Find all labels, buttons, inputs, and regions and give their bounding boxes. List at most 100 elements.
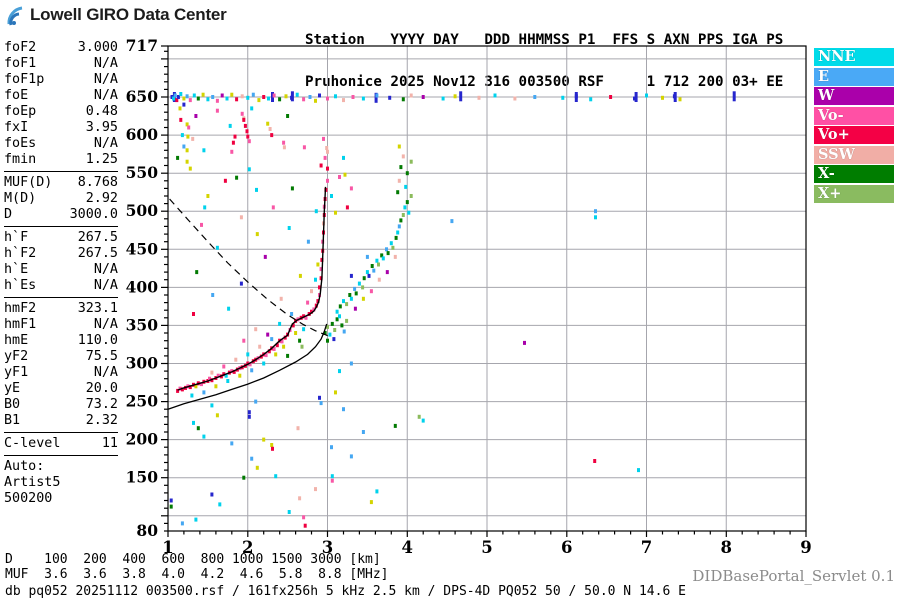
- param-label: h`Es: [4, 278, 37, 293]
- param-label: h`F2: [4, 246, 37, 261]
- svg-text:150: 150: [126, 468, 159, 487]
- param-label: hmE: [4, 333, 29, 348]
- param-value: 3000.0: [69, 207, 118, 222]
- param-value: N/A: [93, 88, 118, 103]
- svg-text:250: 250: [126, 392, 159, 411]
- param-row-fof2: foF2 3.000: [4, 40, 118, 56]
- param-value: N/A: [93, 317, 118, 332]
- parameter-panel: foF2 3.000 foF1 N/A foF1p N/A foE N/A foEp 0.48 fx…: [4, 40, 118, 507]
- param-label: hmF1: [4, 317, 37, 332]
- param-value: 11: [101, 436, 118, 451]
- param-row-b1: B1 2.32: [4, 413, 118, 429]
- echo-direction-legend: NNE E W Vo- Vo+ SSW X- X+: [814, 48, 894, 204]
- param-row-hmf2: hmF2 323.1: [4, 301, 118, 317]
- giro-wave-icon: [6, 4, 28, 26]
- legend-item-nne: NNE: [814, 48, 894, 66]
- svg-text:550: 550: [126, 163, 159, 182]
- param-value: N/A: [93, 278, 118, 293]
- param-label: MUF(D): [4, 175, 53, 190]
- param-row-hf2: h`F2 267.5: [4, 246, 118, 262]
- legend-item-ssw: SSW: [814, 145, 894, 164]
- svg-text:80: 80: [136, 521, 158, 540]
- svg-text:6: 6: [561, 538, 572, 557]
- param-row-fxi: fxI 3.95: [4, 120, 118, 136]
- autoscaler-info: Auto:: [4, 459, 45, 474]
- svg-text:5: 5: [481, 538, 492, 557]
- panel-divider: [4, 171, 118, 172]
- param-row-d: D 3000.0: [4, 207, 118, 223]
- param-value: N/A: [93, 136, 118, 151]
- param-row-fof1: foF1 N/A: [4, 56, 118, 72]
- svg-text:4: 4: [402, 538, 413, 557]
- param-value: N/A: [93, 56, 118, 71]
- station-header-line1: Station YYYY DAY DDD HHMMSS P1 FFS S AXN…: [305, 32, 784, 48]
- param-value: 2.92: [85, 191, 118, 206]
- param-row-foe: foE N/A: [4, 88, 118, 104]
- servlet-version-label: DIDBasePortal_Servlet 0.1: [692, 567, 895, 585]
- param-label: h`E: [4, 262, 29, 277]
- svg-text:9: 9: [800, 538, 811, 557]
- param-label: h`F: [4, 230, 29, 245]
- param-value: 20.0: [85, 381, 118, 396]
- svg-text:2: 2: [242, 538, 253, 557]
- param-row-mufd: MUF(D) 8.768: [4, 175, 118, 191]
- param-label: foF1p: [4, 72, 45, 87]
- lowell-giro-logo: Lowell GIRO Data Center: [6, 4, 227, 26]
- param-value: 267.5: [77, 230, 118, 245]
- svg-text:200: 200: [126, 430, 159, 449]
- station-header: Station YYYY DAY DDD HHMMSS P1 FFS S AXN…: [305, 5, 783, 117]
- svg-text:8: 8: [721, 538, 732, 557]
- param-label: M(D): [4, 191, 37, 206]
- param-label: hmF2: [4, 301, 37, 316]
- param-row-yf1: yF1 N/A: [4, 365, 118, 381]
- param-row-yf2: yF2 75.5: [4, 349, 118, 365]
- svg-text:1: 1: [162, 538, 173, 557]
- svg-text:7: 7: [641, 538, 652, 557]
- param-value: 323.1: [77, 301, 118, 316]
- param-value: 2.32: [85, 413, 118, 428]
- param-value: 267.5: [77, 246, 118, 261]
- param-row-clevel: C-level 11: [4, 436, 118, 452]
- param-label: foEs: [4, 136, 37, 151]
- svg-text:450: 450: [126, 239, 159, 258]
- param-row-he: h`E N/A: [4, 262, 118, 278]
- param-label: foEp: [4, 104, 37, 119]
- param-value: N/A: [93, 72, 118, 87]
- param-label: foF1: [4, 56, 37, 71]
- param-value: 8.768: [77, 175, 118, 190]
- svg-text:600: 600: [126, 125, 159, 144]
- panel-divider: [4, 226, 118, 227]
- autoscaler-info: Artist5: [4, 475, 61, 490]
- svg-text:717: 717: [126, 36, 158, 55]
- svg-text:3: 3: [322, 538, 333, 557]
- param-label: yF2: [4, 349, 29, 364]
- param-label: B1: [4, 413, 21, 428]
- param-row-ye: yE 20.0: [4, 381, 118, 397]
- param-row-foep: foEp 0.48: [4, 104, 118, 120]
- legend-item-x: X-: [814, 165, 894, 183]
- param-value: 3.95: [85, 120, 118, 135]
- param-row-foes: foEs N/A: [4, 136, 118, 152]
- legend-item-e: E: [814, 67, 894, 86]
- param-label: fmin: [4, 152, 37, 167]
- page-title: Lowell GIRO Data Center: [30, 5, 227, 24]
- param-value: 0.48: [85, 104, 118, 119]
- legend-item-vo: Vo+: [814, 126, 894, 144]
- param-label: yF1: [4, 365, 29, 380]
- param-label: B0: [4, 397, 21, 412]
- param-label: yE: [4, 381, 21, 396]
- param-row-hes: h`Es N/A: [4, 278, 118, 294]
- param-value: N/A: [93, 262, 118, 277]
- param-value: 3.000: [77, 40, 118, 55]
- legend-item-vo: Vo-: [814, 106, 894, 125]
- param-label: C-level: [4, 436, 61, 451]
- svg-text:500: 500: [126, 201, 159, 220]
- muf-row: MUF 3.6 3.6 3.8 4.0 4.2 4.6 5.8 8.8 [MHz…: [5, 567, 389, 582]
- param-value: 75.5: [85, 349, 118, 364]
- autoscaler-info: 500200: [4, 491, 53, 506]
- param-row-fmin: fmin 1.25: [4, 152, 118, 168]
- param-row-hmf1: hmF1 N/A: [4, 317, 118, 333]
- param-value: 110.0: [77, 333, 118, 348]
